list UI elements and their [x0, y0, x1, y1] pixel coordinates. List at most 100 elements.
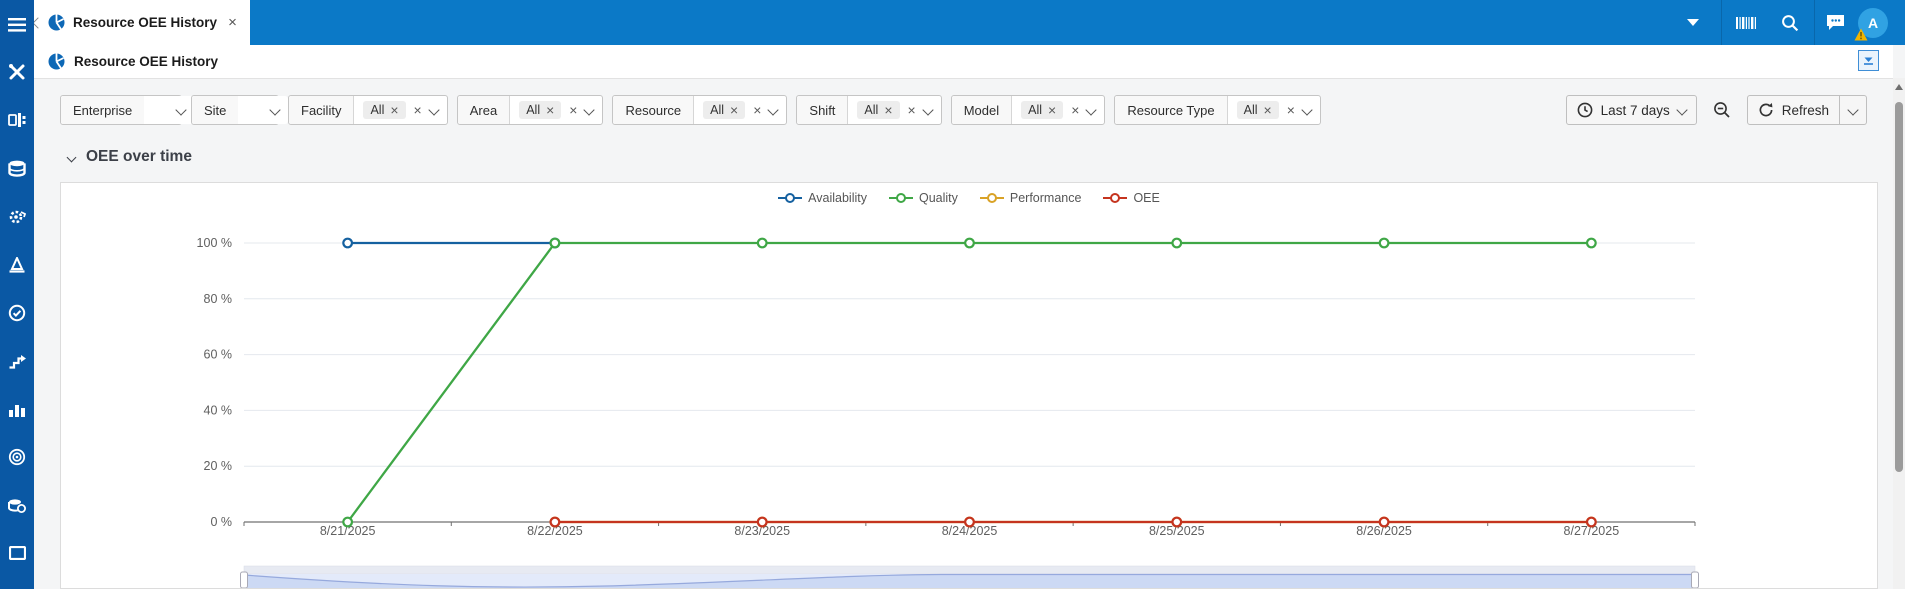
legend-marker — [979, 193, 1004, 203]
filter-chip[interactable]: All × — [1236, 101, 1279, 119]
filter-chip[interactable]: All × — [519, 101, 562, 119]
clear-filter-icon[interactable]: × — [907, 102, 916, 118]
svg-text:8/23/2025: 8/23/2025 — [734, 524, 790, 538]
chip-remove-icon[interactable]: × — [1048, 102, 1057, 118]
svg-text:20 %: 20 % — [204, 459, 233, 473]
equipment-icon[interactable] — [0, 103, 34, 137]
target-icon[interactable] — [0, 440, 34, 474]
section-oee-over-time[interactable]: OEE over time — [66, 148, 192, 166]
user-avatar[interactable]: A — [1854, 0, 1891, 45]
chart-navigator — [240, 565, 1699, 588]
tab-scroll-left-icon[interactable] — [32, 16, 44, 29]
chevron-down-icon[interactable] — [175, 104, 187, 116]
filter-chip[interactable]: All × — [1021, 101, 1064, 119]
filter-chip[interactable]: All × — [857, 101, 900, 119]
gear-sync-icon[interactable] — [0, 200, 34, 234]
tab-close-icon[interactable]: × — [228, 14, 237, 31]
chip-remove-icon[interactable]: × — [546, 102, 555, 118]
filter-resource[interactable]: Resource All × × — [612, 95, 788, 125]
filter-chip[interactable]: All × — [363, 101, 406, 119]
chevron-down-icon[interactable] — [1301, 104, 1313, 116]
dock-panel-icon[interactable] — [1858, 50, 1879, 71]
filter-resource-type[interactable]: Resource Type All × × — [1114, 95, 1321, 125]
collapse-chevron-icon[interactable] — [66, 152, 77, 162]
legend-availability[interactable]: Availability — [778, 191, 867, 205]
refresh-icon — [1759, 103, 1773, 117]
scrollbar-track[interactable] — [1893, 78, 1905, 589]
filter-chip[interactable]: All × — [703, 101, 746, 119]
display-icon[interactable] — [0, 536, 34, 570]
database-icon[interactable] — [0, 151, 34, 185]
svg-text:80 %: 80 % — [204, 292, 233, 306]
quality-check-icon[interactable] — [0, 296, 34, 330]
chip-remove-icon[interactable]: × — [730, 102, 739, 118]
clear-filter-icon[interactable]: × — [569, 102, 578, 118]
svg-text:8/21/2025: 8/21/2025 — [320, 524, 376, 538]
svg-text:60 %: 60 % — [204, 348, 233, 362]
warning-icon — [1854, 28, 1868, 40]
bar-chart-icon[interactable] — [0, 392, 34, 426]
chevron-down-icon[interactable] — [269, 104, 282, 116]
search-icon[interactable] — [1770, 0, 1810, 45]
navigator-left-handle — [240, 571, 248, 588]
process-steps-icon[interactable] — [0, 344, 34, 378]
svg-text:40 %: 40 % — [204, 403, 233, 417]
legend-oee[interactable]: OEE — [1103, 191, 1160, 205]
clear-filter-icon[interactable]: × — [753, 102, 762, 118]
filter-site[interactable]: Site — [191, 95, 289, 125]
svg-text:100 %: 100 % — [197, 236, 232, 250]
legend-quality[interactable]: Quality — [888, 191, 958, 205]
filter-model[interactable]: Model All × × — [950, 95, 1106, 125]
clear-filter-icon[interactable]: × — [413, 102, 422, 118]
svg-text:8/24/2025: 8/24/2025 — [942, 524, 998, 538]
refresh-options-caret[interactable] — [1840, 95, 1867, 125]
chip-remove-icon[interactable]: × — [1263, 102, 1272, 118]
chevron-down-icon[interactable] — [922, 104, 934, 116]
refresh-label: Refresh — [1781, 102, 1829, 118]
workspace-dropdown-caret-icon[interactable] — [1673, 0, 1713, 45]
clear-filter-icon[interactable]: × — [1071, 102, 1080, 118]
chevron-down-icon[interactable] — [1085, 104, 1098, 116]
section-title: OEE over time — [86, 148, 192, 165]
tab-resource-oee-history[interactable]: Resource OEE History × — [42, 0, 250, 45]
legend-performance[interactable]: Performance — [979, 191, 1081, 205]
svg-text:8/25/2025: 8/25/2025 — [1149, 524, 1205, 538]
clear-filter-icon[interactable]: × — [1286, 102, 1295, 118]
svg-text:8/22/2025: 8/22/2025 — [527, 524, 583, 538]
chip-remove-icon[interactable]: × — [390, 102, 399, 118]
filter-enterprise[interactable]: Enterprise — [60, 95, 195, 125]
chevron-down-icon[interactable] — [1676, 104, 1688, 116]
refresh-button[interactable]: Refresh — [1746, 95, 1840, 125]
app-sidebar — [0, 0, 34, 589]
chevron-down-icon[interactable] — [767, 104, 780, 116]
barcode-icon[interactable] — [1726, 0, 1766, 45]
filter-facility[interactable]: Facility All × × — [288, 95, 448, 125]
filter-shift[interactable]: Shift All × × — [796, 95, 942, 125]
divider — [1721, 0, 1722, 45]
page-header: Resource OEE History — [34, 45, 1893, 79]
scrollbar-up-arrow[interactable] — [1895, 84, 1903, 90]
svg-text:8/26/2025: 8/26/2025 — [1356, 524, 1412, 538]
time-range-button[interactable]: Last 7 days — [1565, 95, 1697, 125]
tab-label: Resource OEE History — [73, 15, 218, 30]
pie-chart-icon — [48, 53, 65, 70]
legend-marker — [1103, 193, 1128, 203]
divider — [1814, 0, 1815, 45]
menu-icon[interactable] — [0, 8, 34, 42]
chevron-down-icon[interactable] — [428, 104, 440, 116]
chip-remove-icon[interactable]: × — [884, 102, 893, 118]
pie-chart-icon — [48, 14, 65, 31]
historian-data-icon[interactable] — [0, 488, 34, 522]
chat-icon[interactable] — [1815, 0, 1855, 45]
cone-icon[interactable] — [0, 248, 34, 282]
zoom-out-icon[interactable] — [1707, 95, 1737, 125]
navigator-right-handle — [1691, 571, 1699, 588]
maintenance-tools-icon[interactable] — [0, 55, 34, 89]
svg-text:8/27/2025: 8/27/2025 — [1564, 524, 1620, 538]
filter-bar: Enterprise Site Facility All × × Area All… — [34, 78, 1893, 130]
scrollbar-thumb[interactable] — [1895, 102, 1903, 472]
filter-area[interactable]: Area All × × — [456, 95, 604, 125]
top-bar: Resource OEE History × A — [32, 0, 1905, 45]
avatar-letter: A — [1867, 14, 1879, 31]
chevron-down-icon[interactable] — [583, 104, 596, 116]
